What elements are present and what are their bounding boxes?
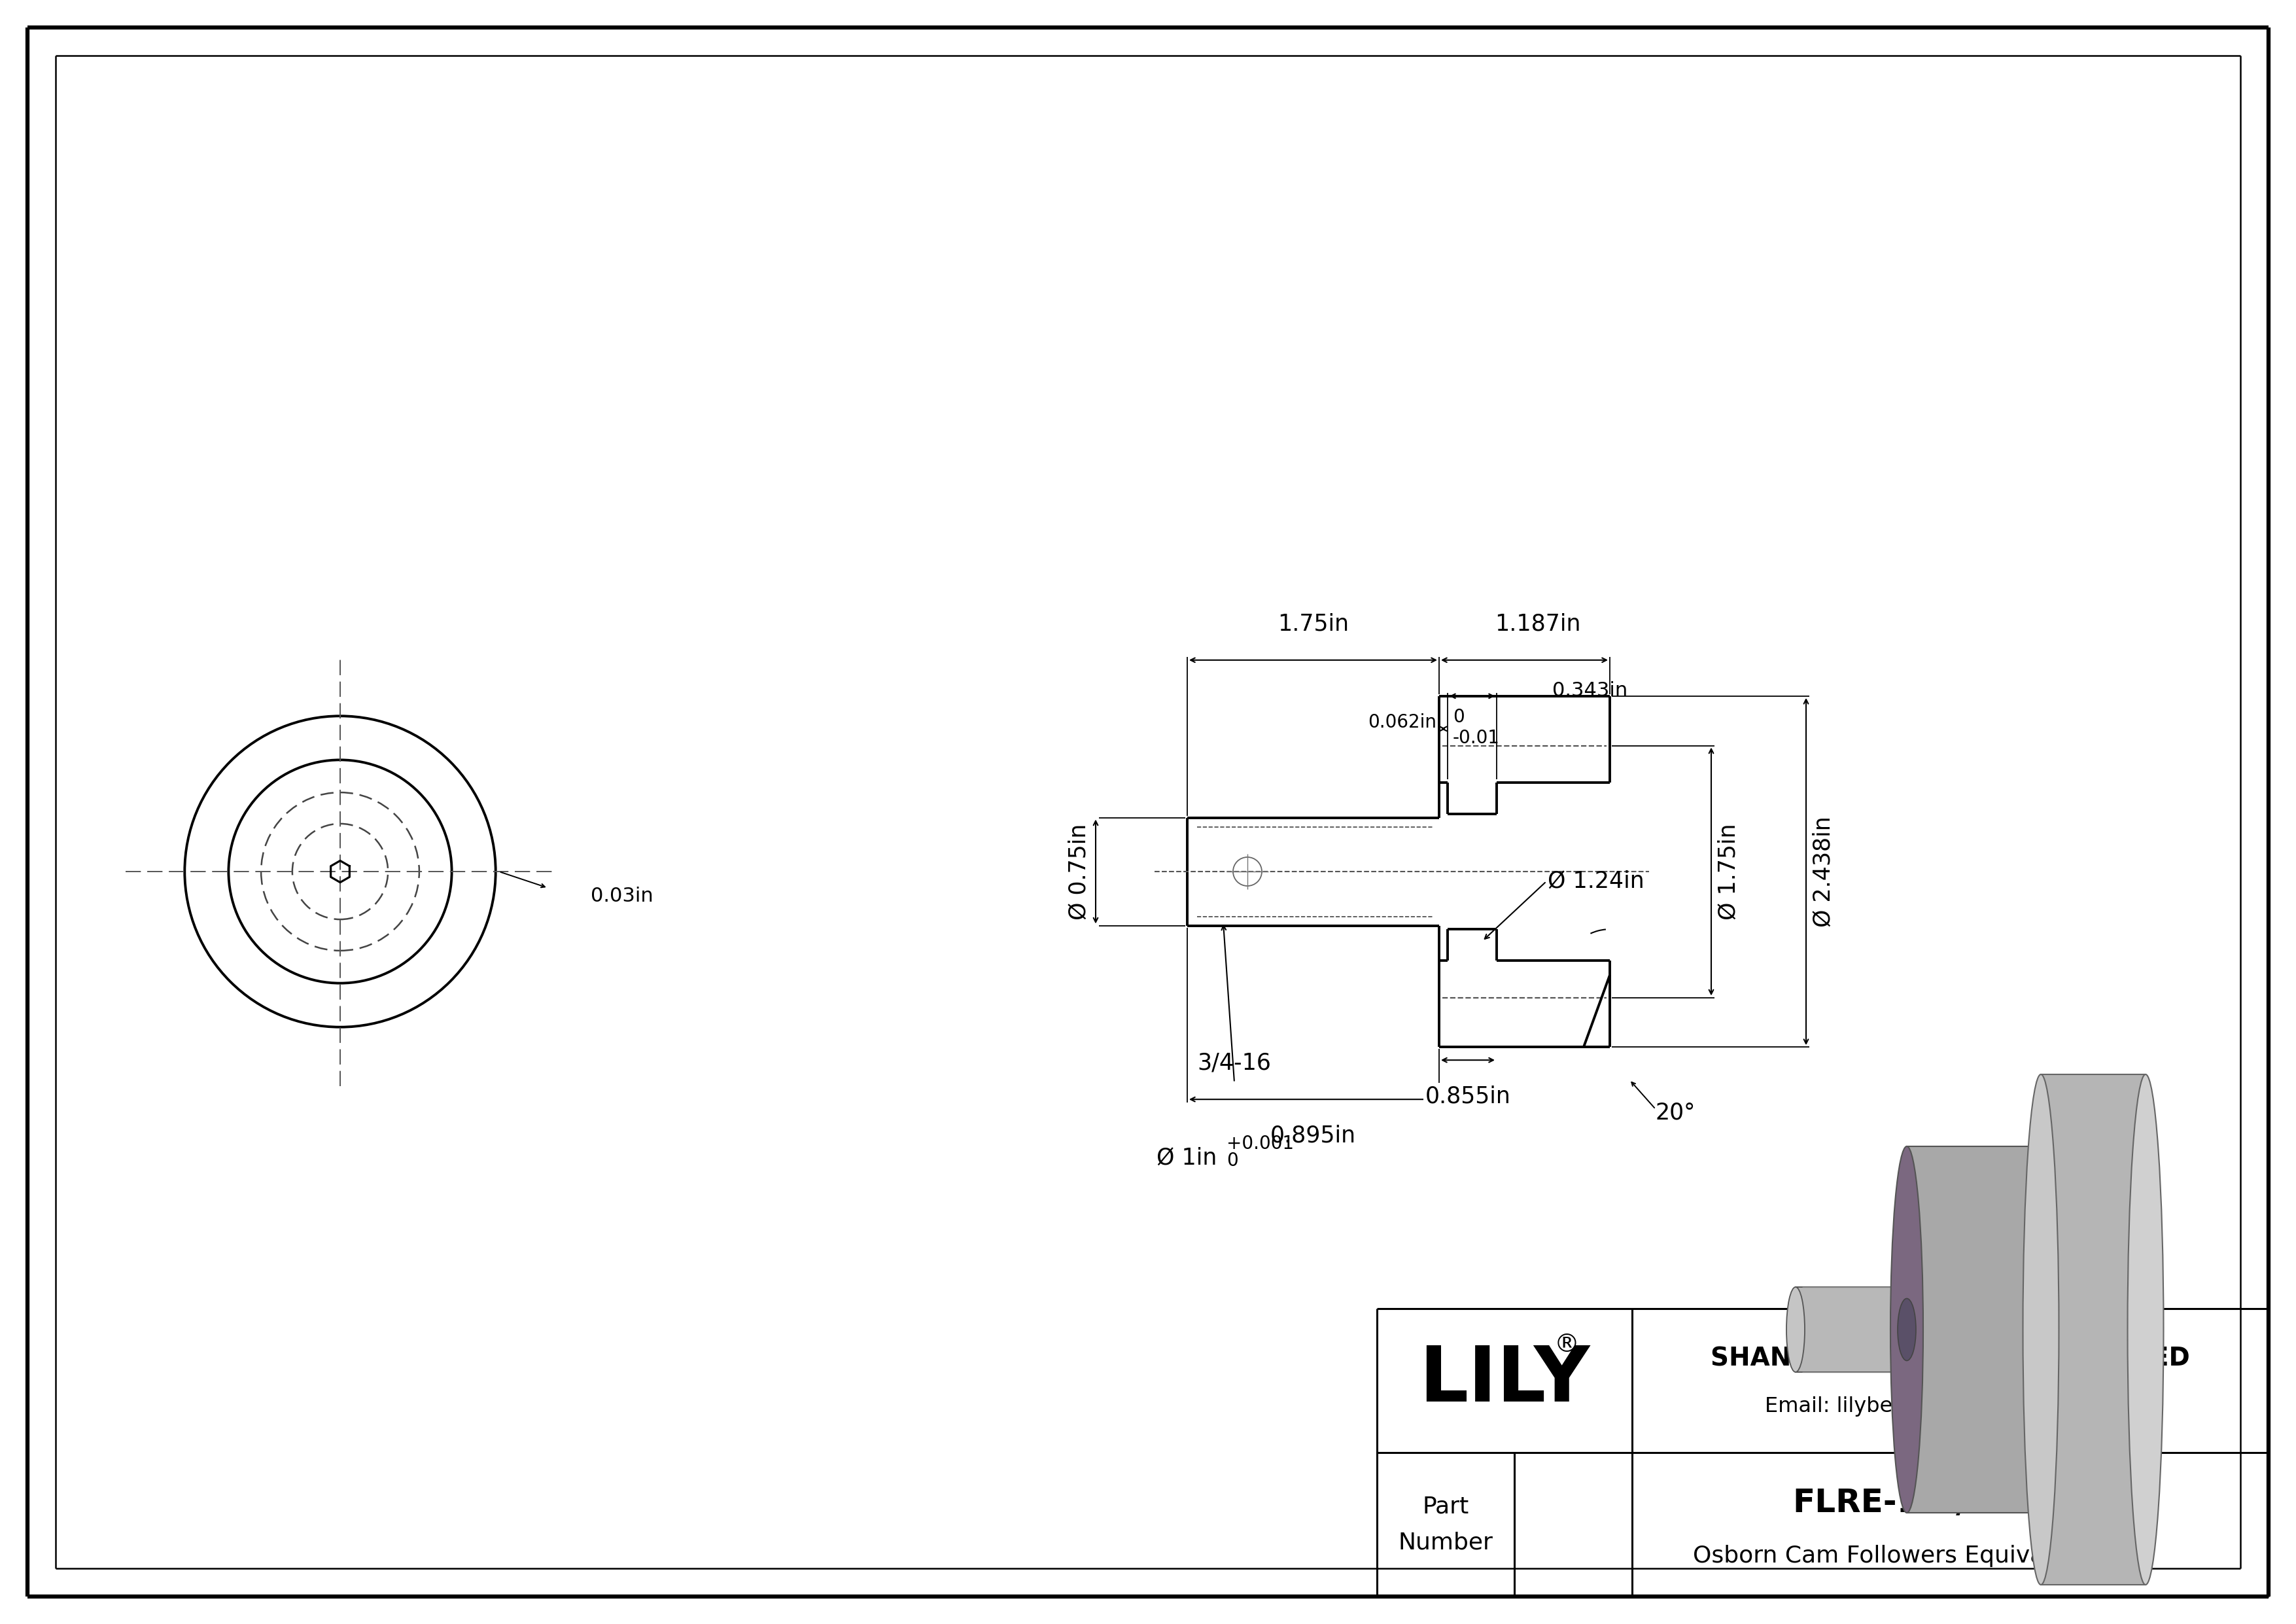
Text: Ø 2.438in: Ø 2.438in [1812, 815, 1835, 927]
Ellipse shape [2027, 1147, 2060, 1514]
Text: 0.343in: 0.343in [1552, 682, 1628, 700]
Text: 0.855in: 0.855in [1426, 1085, 1511, 1108]
Ellipse shape [2023, 1075, 2060, 1585]
Text: 0.895in: 0.895in [1270, 1124, 1357, 1147]
Text: FLRE-1-3/4: FLRE-1-3/4 [1793, 1488, 1991, 1518]
Text: 0.03in: 0.03in [590, 887, 652, 906]
Text: 0.062in: 0.062in [1368, 713, 1437, 731]
Text: 0: 0 [1453, 708, 1465, 726]
Ellipse shape [1786, 1288, 1805, 1372]
Bar [1906, 1147, 2057, 1514]
Ellipse shape [1896, 1299, 1915, 1361]
Text: 1.187in: 1.187in [1495, 612, 1580, 635]
Text: 3/4-16: 3/4-16 [1199, 1052, 1272, 1073]
Text: Part
Number: Part Number [1398, 1496, 1492, 1554]
Text: Ø 1.24in: Ø 1.24in [1548, 870, 1644, 893]
Text: Email: lilybearing@lily-bearing.com: Email: lilybearing@lily-bearing.com [1766, 1397, 2135, 1416]
Bar [1795, 1288, 1906, 1372]
Text: 1.75in: 1.75in [1277, 612, 1348, 635]
Ellipse shape [1890, 1147, 1924, 1514]
Text: ®: ® [1554, 1332, 1580, 1358]
Bar [2041, 1075, 2144, 1585]
Text: 20°: 20° [1655, 1101, 1697, 1124]
Text: 0: 0 [1226, 1151, 1238, 1171]
Text: LILY: LILY [1419, 1343, 1591, 1418]
Text: Ø 1.75in: Ø 1.75in [1717, 823, 1740, 919]
Text: +0.001: +0.001 [1226, 1134, 1295, 1153]
Text: -0.01: -0.01 [1453, 729, 1499, 747]
Text: SHANGHAI LILY BEARING LIMITED: SHANGHAI LILY BEARING LIMITED [1711, 1346, 2190, 1371]
Text: Ø 0.75in: Ø 0.75in [1068, 823, 1091, 919]
Ellipse shape [2128, 1075, 2163, 1585]
Text: Osborn Cam Followers Equivalent: Osborn Cam Followers Equivalent [1692, 1544, 2089, 1567]
Text: Ø 1in: Ø 1in [1157, 1147, 1217, 1169]
